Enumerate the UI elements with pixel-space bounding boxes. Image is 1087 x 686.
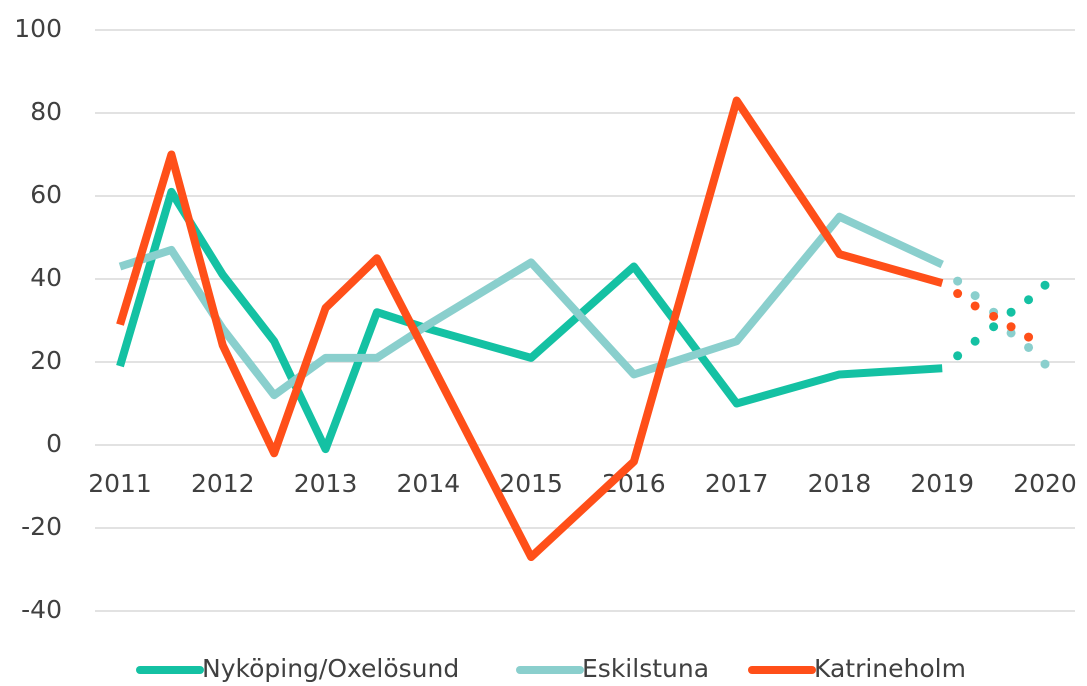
y-tick-label: 0 xyxy=(46,429,62,458)
x-tick-label: 2013 xyxy=(294,469,358,498)
forecast-point xyxy=(953,276,963,286)
forecast-point xyxy=(989,311,999,321)
forecast-point xyxy=(1006,328,1016,338)
y-tick-label: 60 xyxy=(30,180,62,209)
legend-label: Eskilstuna xyxy=(582,654,709,683)
legend-label: Nyköping/Oxelösund xyxy=(202,654,459,683)
y-tick-label: 40 xyxy=(30,263,62,292)
forecast-point xyxy=(1024,332,1034,342)
x-tick-label: 2014 xyxy=(397,469,461,498)
legend-label: Katrineholm xyxy=(814,654,966,683)
x-tick-label: 2018 xyxy=(808,469,872,498)
forecast-point xyxy=(970,301,980,311)
forecast-point xyxy=(970,336,980,346)
x-tick-label: 2019 xyxy=(910,469,974,498)
forecast-point xyxy=(1006,307,1016,317)
forecast-point xyxy=(953,289,963,299)
forecast-point xyxy=(1040,280,1050,290)
series-line xyxy=(116,187,943,454)
x-tick-label: 2017 xyxy=(705,469,769,498)
x-tick-label: 2011 xyxy=(88,469,152,498)
series-line xyxy=(116,96,944,562)
x-tick-label: 2020 xyxy=(1013,469,1077,498)
forecast-point xyxy=(1040,359,1050,369)
y-tick-label: -20 xyxy=(21,512,62,541)
x-tick-label: 2012 xyxy=(191,469,255,498)
forecast-point xyxy=(970,291,980,301)
forecast-point xyxy=(1024,342,1034,352)
forecast-point xyxy=(1006,322,1016,332)
y-tick-label: -40 xyxy=(21,595,62,624)
x-tick-label: 2015 xyxy=(499,469,563,498)
y-tick-label: 100 xyxy=(14,14,62,43)
forecast-point xyxy=(1024,295,1034,305)
y-tick-label: 80 xyxy=(30,97,62,126)
forecast-point xyxy=(989,322,999,332)
forecast-point xyxy=(953,351,963,361)
y-tick-label: 20 xyxy=(30,346,62,375)
